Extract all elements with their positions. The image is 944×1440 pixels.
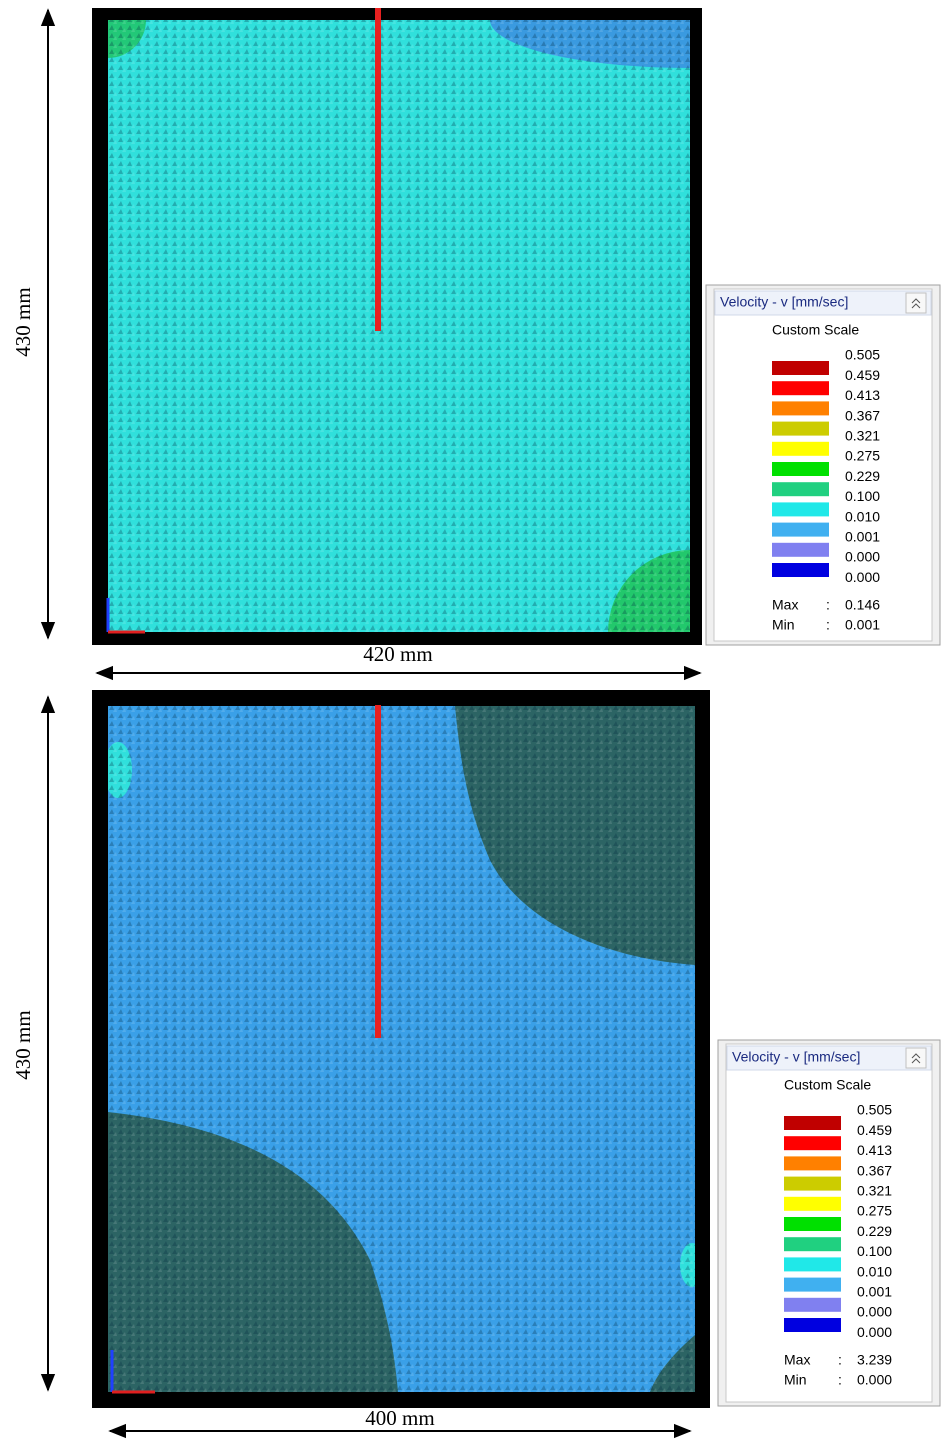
color-swatch [784,1257,841,1271]
legend-level: 0.100 [857,1243,892,1259]
legend-subtitle: Custom Scale [784,1077,871,1093]
color-swatch [772,563,829,577]
legend-level: 0.229 [857,1223,892,1239]
height-label: 430 mm [11,287,35,356]
legend-title: Velocity - v [mm/sec] [732,1049,860,1065]
legend-level: 0.413 [857,1142,892,1158]
color-swatch [772,462,829,476]
stat-name: Max [784,1352,810,1368]
legend-level: 0.010 [845,508,880,524]
color-swatch [772,543,829,557]
stat-separator: : [838,1352,842,1368]
stat-value: 0.146 [845,597,880,613]
color-swatch [784,1217,841,1231]
legend-title: Velocity - v [mm/sec] [720,294,848,310]
color-swatch [784,1318,841,1332]
legend-level: 0.000 [845,549,880,565]
stat-separator: : [826,597,830,613]
stat-value: 3.239 [857,1352,892,1368]
stat-name: Min [784,1372,807,1388]
stat-name: Min [772,617,795,633]
legend-level: 0.100 [845,488,880,504]
legend-level: 0.367 [845,407,880,423]
color-swatch [772,523,829,537]
color-swatch [772,502,829,516]
width-label: 400 mm [365,1406,434,1430]
legend-level: 0.321 [845,428,880,444]
legend-level: 0.321 [857,1183,892,1199]
color-swatch [784,1278,841,1292]
height-label: 430 mm [11,1010,35,1079]
legend-level: 0.505 [857,1102,892,1118]
legend-level: 0.010 [857,1263,892,1279]
stat-separator: : [838,1372,842,1388]
stat-separator: : [826,617,830,633]
legend-level: 0.001 [857,1284,892,1300]
color-swatch [784,1237,841,1251]
color-swatch [772,361,829,375]
color-swatch [772,422,829,436]
color-swatch [784,1116,841,1130]
stat-name: Max [772,597,798,613]
figure: 430 mm 420 mm Velocity - v [mm/sec] Custom … [0,0,944,1440]
legend-level: 0.367 [857,1162,892,1178]
legend-subtitle: Custom Scale [772,322,859,338]
legend-level: 0.229 [845,468,880,484]
color-swatch [784,1136,841,1150]
stat-value: 0.000 [857,1372,892,1388]
collapse-button[interactable] [906,293,926,313]
color-swatch [772,442,829,456]
legend-level: 0.275 [845,448,880,464]
color-swatch [772,482,829,496]
stat-value: 0.001 [845,617,880,633]
legend-level: 0.275 [857,1203,892,1219]
legend-level: 0.000 [857,1304,892,1320]
legend-level: 0.505 [845,347,880,363]
color-swatch [784,1177,841,1191]
simulation-view [92,690,710,1408]
legend-level: 0.000 [857,1324,892,1340]
color-swatch [772,381,829,395]
collapse-button[interactable] [906,1048,926,1068]
color-swatch [784,1156,841,1170]
color-swatch [784,1197,841,1211]
width-label: 420 mm [363,642,432,666]
color-swatch [772,401,829,415]
legend-level: 0.000 [845,569,880,585]
legend-level: 0.459 [845,367,880,383]
color-swatch [784,1298,841,1312]
legend-level: 0.413 [845,387,880,403]
legend-level: 0.001 [845,529,880,545]
legend-level: 0.459 [857,1122,892,1138]
